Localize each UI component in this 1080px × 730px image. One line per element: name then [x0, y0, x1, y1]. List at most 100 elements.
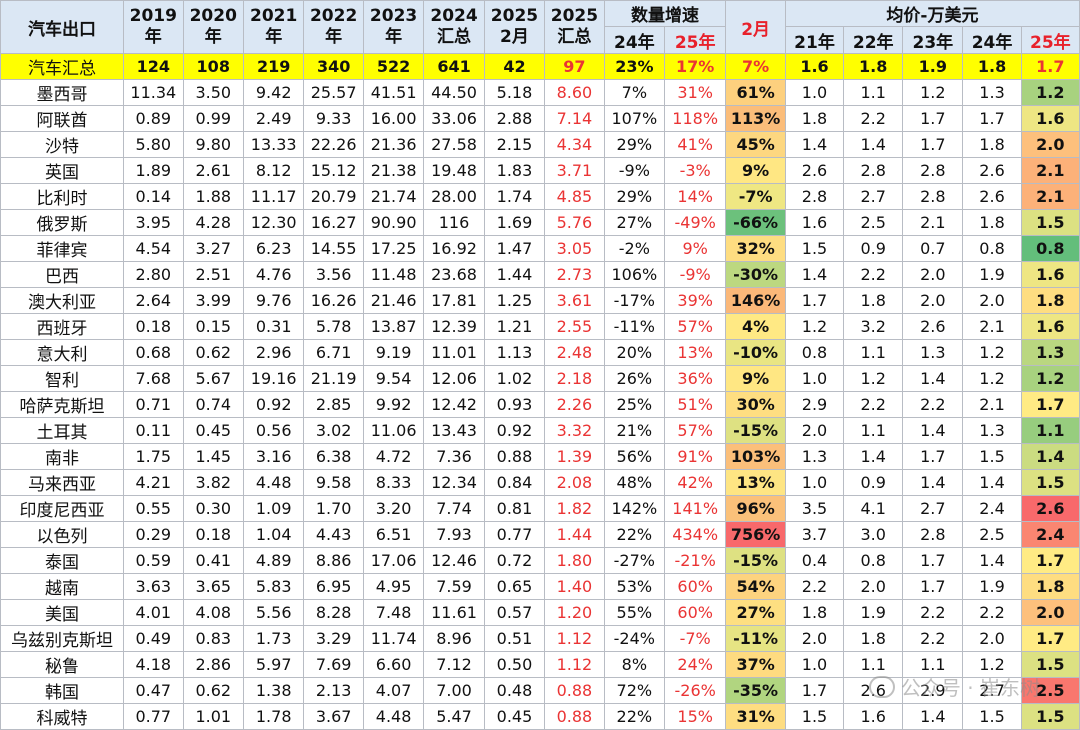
table-row: 意大利 0.68 0.62 2.96 6.71 9.19 11.01 1.13 2.48 20% 1…: [0, 339, 1080, 366]
price-cell: 1.5: [1020, 651, 1080, 678]
volume-cell: 5.56: [242, 599, 305, 626]
volume-cell: 3.71: [544, 157, 605, 184]
price-cell: 0.8: [784, 339, 845, 366]
growth-cell: 15%: [664, 703, 727, 730]
volume-cell: 12.06: [423, 365, 485, 392]
growth-cell: 13%: [664, 339, 727, 366]
volume-cell: 6.38: [303, 443, 364, 470]
volume-cell: 28.00: [423, 183, 485, 210]
volume-cell: 1.40: [544, 573, 605, 600]
volume-cell: 7.48: [362, 599, 425, 626]
volume-cell: 0.11: [123, 417, 184, 444]
volume-cell: 0.62: [182, 677, 244, 704]
growth-feb-cell: 113%: [725, 105, 786, 132]
price-cell: 1.8: [784, 599, 845, 626]
volume-cell: 0.48: [483, 677, 546, 704]
volume-cell: 13.33: [242, 131, 305, 158]
price-cell: 1.7: [1020, 391, 1080, 418]
volume-cell: 5.83: [242, 573, 305, 600]
price-cell: 2.8: [902, 183, 964, 210]
price-cell: 1.2: [1020, 79, 1080, 106]
price-col-header: 24年: [962, 26, 1022, 54]
volume-cell: 5.80: [123, 131, 184, 158]
volume-cell: 2.48: [544, 339, 605, 366]
price-cell: 1.8: [843, 287, 904, 314]
price-cell: 1.9: [962, 573, 1022, 600]
volume-cell: 1.74: [483, 183, 546, 210]
volume-cell: 2.88: [483, 105, 546, 132]
volume-cell: 0.57: [483, 599, 546, 626]
growth-cell: 26%: [603, 365, 666, 392]
volume-cell: 1.39: [544, 443, 605, 470]
volume-cell: 4.07: [362, 677, 425, 704]
volume-cell: 9.54: [362, 365, 425, 392]
volume-cell: 0.71: [123, 391, 184, 418]
price-col-header: 22年: [843, 26, 904, 54]
volume-cell: 2.64: [123, 287, 184, 314]
price-cell: 2.8: [902, 521, 964, 548]
growth-cell: -2%: [603, 235, 666, 262]
price-cell: 2.2: [843, 261, 904, 288]
volume-cell: 0.88: [544, 677, 605, 704]
volume-cell: 1.44: [544, 521, 605, 548]
price-cell: 1.4: [843, 131, 904, 158]
year-header: 2021 年: [242, 0, 305, 54]
growth-cell: 25%: [603, 391, 666, 418]
volume-cell: 0.62: [182, 339, 244, 366]
table-row: 比利时 0.14 1.88 11.17 20.79 21.74 28.00 1.74 4.85 2…: [0, 183, 1080, 210]
volume-cell: 0.68: [123, 339, 184, 366]
growth-cell: 8%: [603, 651, 666, 678]
growth-cell: 142%: [603, 495, 666, 522]
volume-cell: 5.67: [182, 365, 244, 392]
growth-feb-cell: -15%: [725, 417, 786, 444]
table-row: 阿联酋 0.89 0.99 2.49 9.33 16.00 33.06 2.88 7.14 107…: [0, 105, 1080, 132]
growth-cell: -24%: [603, 625, 666, 652]
volume-cell: 7.00: [423, 677, 485, 704]
volume-cell: 0.77: [123, 703, 184, 730]
price-cell: 2.7: [843, 183, 904, 210]
price-cell: 1.7: [784, 677, 845, 704]
volume-cell: 0.77: [483, 521, 546, 548]
volume-cell: 9.42: [242, 79, 305, 106]
price-cell: 2.2: [843, 391, 904, 418]
country-name: 阿联酋: [0, 105, 125, 132]
volume-cell: 0.72: [483, 547, 546, 574]
volume-cell: 3.05: [544, 235, 605, 262]
volume-cell: 0.18: [182, 521, 244, 548]
volume-cell: 0.30: [182, 495, 244, 522]
volume-cell: 19.16: [242, 365, 305, 392]
volume-cell: 3.27: [182, 235, 244, 262]
price-cell: 2.9: [784, 391, 845, 418]
growth-cell: 53%: [603, 573, 666, 600]
price-cell: 2.4: [962, 495, 1022, 522]
country-name: 乌兹别克斯坦: [0, 625, 125, 652]
price-cell: 2.6: [843, 677, 904, 704]
volume-cell: 4.34: [544, 131, 605, 158]
table-row: 美国 4.01 4.08 5.56 8.28 7.48 11.61 0.57 1.20 55% 60…: [0, 599, 1080, 626]
price-cell: 1.5: [784, 703, 845, 730]
price-cell: 1.3: [902, 339, 964, 366]
volume-cell: 3.82: [182, 469, 244, 496]
volume-cell: 21.74: [362, 183, 425, 210]
price-cell: 0.9: [843, 235, 904, 262]
volume-cell: 17.81: [423, 287, 485, 314]
volume-cell: 4.48: [362, 703, 425, 730]
volume-cell: 4.72: [362, 443, 425, 470]
price-cell: 1.5: [1020, 209, 1080, 236]
volume-cell: 13.43: [423, 417, 485, 444]
table-row: 西班牙 0.18 0.15 0.31 5.78 13.87 12.39 1.21 2.55 -11…: [0, 313, 1080, 340]
volume-cell: 1.13: [483, 339, 546, 366]
volume-cell: 124: [123, 53, 184, 80]
volume-cell: 2.15: [483, 131, 546, 158]
volume-cell: 0.88: [544, 703, 605, 730]
price-cell: 3.0: [843, 521, 904, 548]
price-cell: 1.0: [784, 79, 845, 106]
growth-cell: 21%: [603, 417, 666, 444]
price-cell: 2.0: [843, 573, 904, 600]
volume-cell: 12.42: [423, 391, 485, 418]
price-cell: 1.8: [1020, 573, 1080, 600]
growth-cell: -49%: [664, 209, 727, 236]
growth-cell: 41%: [664, 131, 727, 158]
year-header: 2025 汇总: [544, 0, 605, 54]
volume-cell: 1.09: [242, 495, 305, 522]
